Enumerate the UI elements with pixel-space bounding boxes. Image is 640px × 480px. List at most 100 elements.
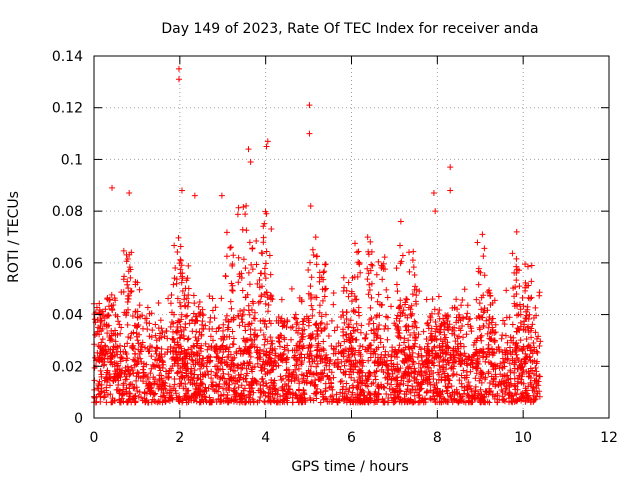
data-point bbox=[155, 300, 162, 307]
data-point bbox=[362, 382, 369, 389]
data-point bbox=[241, 306, 248, 313]
data-point bbox=[450, 347, 457, 354]
data-point bbox=[238, 365, 245, 372]
data-point bbox=[100, 394, 107, 401]
data-point bbox=[278, 315, 285, 322]
data-point bbox=[376, 360, 383, 367]
data-point bbox=[110, 373, 117, 380]
data-point bbox=[254, 280, 261, 287]
data-point bbox=[261, 341, 268, 348]
data-point bbox=[356, 260, 363, 267]
data-point bbox=[133, 361, 140, 368]
data-point bbox=[134, 308, 141, 315]
data-point bbox=[182, 392, 189, 399]
data-point bbox=[158, 345, 165, 352]
data-point bbox=[335, 340, 342, 347]
data-point bbox=[516, 396, 523, 403]
data-point bbox=[515, 357, 522, 363]
data-point bbox=[151, 391, 158, 398]
data-point bbox=[196, 310, 203, 317]
data-point bbox=[216, 375, 223, 382]
data-point bbox=[399, 310, 406, 317]
data-point bbox=[384, 380, 391, 387]
data-point bbox=[263, 380, 270, 387]
data-point bbox=[373, 368, 380, 375]
data-point bbox=[407, 355, 414, 362]
data-point bbox=[377, 355, 384, 362]
data-point bbox=[368, 261, 375, 268]
data-point bbox=[117, 330, 124, 337]
data-point bbox=[474, 350, 481, 357]
data-point bbox=[355, 248, 362, 255]
data-point bbox=[91, 394, 98, 401]
data-point bbox=[277, 373, 284, 380]
data-point bbox=[296, 380, 303, 387]
data-point bbox=[458, 380, 465, 387]
data-point bbox=[474, 335, 481, 342]
data-point bbox=[183, 370, 190, 377]
data-point bbox=[276, 399, 283, 406]
data-point bbox=[133, 384, 140, 391]
data-point bbox=[262, 336, 269, 343]
data-point bbox=[441, 331, 448, 338]
data-point bbox=[260, 358, 267, 365]
data-point bbox=[148, 334, 155, 341]
data-point bbox=[321, 268, 328, 275]
data-point bbox=[428, 335, 435, 342]
data-point bbox=[489, 326, 496, 333]
data-point bbox=[423, 336, 430, 343]
data-point bbox=[502, 332, 509, 339]
data-point bbox=[117, 358, 124, 365]
data-point bbox=[233, 350, 240, 357]
data-point bbox=[330, 290, 337, 297]
data-point bbox=[394, 288, 401, 295]
data-point bbox=[212, 304, 219, 311]
data-point bbox=[375, 344, 382, 351]
data-point bbox=[532, 364, 539, 371]
data-point bbox=[375, 385, 382, 392]
data-point bbox=[223, 312, 230, 319]
data-point bbox=[178, 348, 185, 355]
data-point bbox=[445, 326, 452, 333]
data-point bbox=[134, 314, 141, 321]
data-point bbox=[251, 315, 258, 322]
data-point bbox=[435, 293, 442, 300]
data-point bbox=[174, 354, 181, 361]
data-point bbox=[226, 344, 233, 351]
data-point bbox=[300, 375, 307, 382]
data-point bbox=[175, 368, 182, 375]
data-point bbox=[403, 295, 410, 302]
data-point bbox=[430, 376, 437, 383]
data-point bbox=[253, 261, 260, 268]
data-point bbox=[200, 373, 207, 380]
data-point bbox=[319, 393, 326, 400]
data-point bbox=[447, 393, 454, 400]
data-point bbox=[145, 375, 152, 382]
data-point bbox=[518, 364, 525, 371]
data-point bbox=[123, 251, 130, 258]
data-point bbox=[300, 321, 307, 328]
data-point bbox=[268, 225, 275, 232]
data-point bbox=[357, 342, 364, 349]
data-point bbox=[392, 395, 399, 402]
data-point bbox=[362, 399, 369, 406]
data-point bbox=[115, 377, 122, 384]
data-point bbox=[440, 349, 447, 356]
data-point bbox=[252, 331, 259, 338]
data-point bbox=[459, 322, 466, 329]
data-point bbox=[277, 352, 284, 359]
data-point bbox=[289, 399, 296, 406]
data-point bbox=[477, 314, 484, 321]
data-point bbox=[245, 398, 252, 405]
data-point bbox=[106, 382, 113, 389]
data-point bbox=[402, 301, 409, 308]
data-point bbox=[108, 291, 115, 298]
data-point bbox=[123, 384, 130, 391]
data-point bbox=[455, 358, 462, 365]
data-point bbox=[172, 265, 179, 272]
data-point bbox=[364, 376, 371, 383]
data-point bbox=[533, 360, 540, 367]
data-point bbox=[338, 358, 345, 365]
data-point bbox=[164, 349, 171, 356]
data-point bbox=[136, 389, 143, 396]
